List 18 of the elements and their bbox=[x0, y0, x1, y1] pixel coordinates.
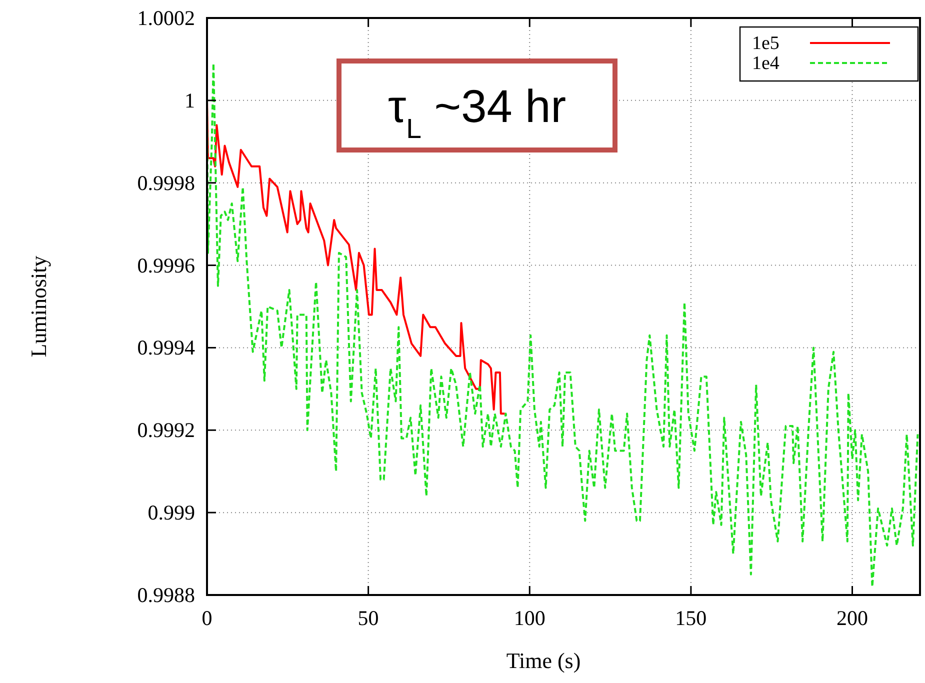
legend-label: 1e4 bbox=[752, 53, 780, 74]
x-tick-label: 100 bbox=[514, 606, 546, 630]
x-tick-label: 200 bbox=[836, 606, 868, 630]
x-tick-label: 0 bbox=[202, 606, 212, 630]
y-tick-label: 1.0002 bbox=[137, 6, 195, 30]
y-tick-label: 0.999 bbox=[148, 500, 195, 525]
y-tick-label: 1 bbox=[184, 88, 195, 112]
x-tick-label: 150 bbox=[675, 606, 707, 630]
y-axis-title: Luminosity bbox=[26, 256, 51, 358]
x-axis-title: Time (s) bbox=[506, 648, 581, 673]
x-tick-label: 50 bbox=[358, 606, 379, 630]
y-tick-label: 0.9994 bbox=[137, 336, 196, 360]
y-tick-label: 0.9996 bbox=[137, 253, 195, 278]
y-tick-label: 0.9998 bbox=[137, 170, 195, 195]
annotation: τ$_{L}$ ~34 hr bbox=[388, 80, 566, 144]
y-tick-label: 0.9992 bbox=[137, 418, 195, 442]
y-tick-label: 0.9988 bbox=[137, 583, 195, 607]
legend-label: 1e5 bbox=[752, 33, 780, 54]
